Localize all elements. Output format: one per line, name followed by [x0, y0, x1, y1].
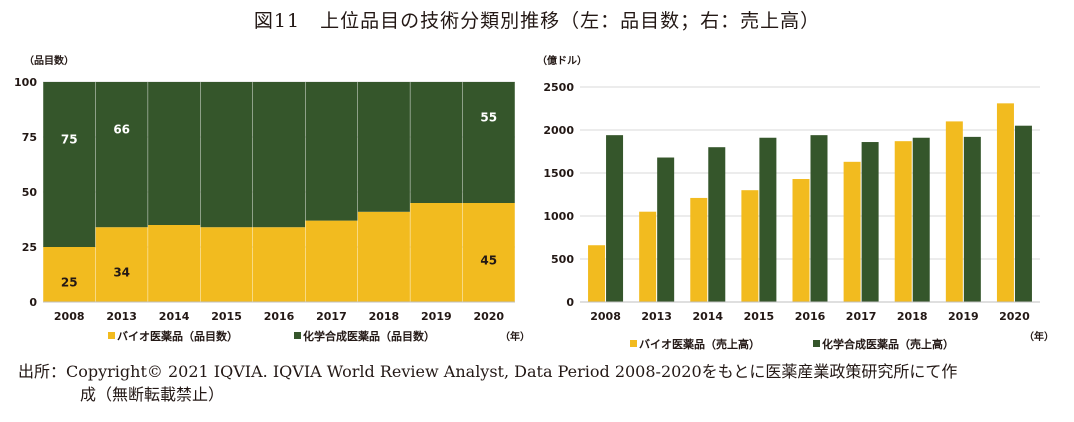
chart1-bar-bio-2017	[305, 220, 358, 302]
chart2-y-tick-label: 2500	[543, 81, 574, 94]
chart2-y-tick-label: 0	[566, 296, 574, 309]
chart2-x-tick-label: 2019	[948, 310, 979, 323]
chart2-legend-label-bio: バイオ医薬品（売上高）	[639, 337, 760, 351]
chart2-bar-bio-2013	[639, 211, 657, 302]
source-note: 出所：Copyright© 2021 IQVIA. IQVIA World Re…	[18, 360, 1058, 406]
chart1-bar-chem-2014	[148, 82, 201, 225]
chart1-y-tick-label: 25	[22, 241, 37, 254]
chart1-bar-bio-2014	[148, 225, 201, 302]
chart1-bar-bio-2008	[43, 247, 96, 302]
chart2-x-tick-label: 2018	[897, 310, 928, 323]
source-line-2: 成（無断転載禁止）	[80, 385, 225, 404]
chart1-bar-bio-2015	[200, 227, 253, 302]
chart2-x-tick-label: 2016	[795, 310, 826, 323]
chart2-legend-swatch-chem	[813, 340, 820, 347]
chart2-x-tick-label: 2020	[999, 310, 1030, 323]
chart1-x-tick-label: 2017	[316, 310, 347, 323]
chart1-x-tick-label: 2015	[211, 310, 242, 323]
chart2-bar-bio-2015	[741, 190, 759, 302]
chart1-legend-label-chem: 化学合成医薬品（品目数）	[303, 329, 435, 343]
chart2-bar-bio-2018	[894, 141, 912, 302]
chart1-x-tick-label: 2014	[159, 310, 190, 323]
chart2-bar-bio-2014	[690, 197, 708, 302]
chart1-y-tick-label: 0	[29, 296, 37, 309]
chart2-x-tick-label: 2008	[590, 310, 621, 323]
chart1-bar-chem-2020	[462, 82, 515, 203]
chart1-data-label-bio-2020: 45	[480, 254, 497, 268]
chart1-bar-chem-2016	[253, 82, 305, 228]
chart1-bar-bio-2016	[253, 227, 305, 302]
chart1-bar-chem-2008	[43, 82, 96, 247]
chart1-unit-label: （品目数）	[24, 54, 74, 67]
chart1-data-label-bio-2008: 25	[61, 276, 78, 290]
chart1-legend-label-bio: バイオ医薬品（品目数）	[117, 329, 238, 343]
chart1-x-tick-label: 2016	[264, 310, 295, 323]
chart2-y-tick-label: 2000	[543, 124, 574, 137]
chart1-y-tick-label: 100	[14, 76, 37, 89]
chart1-x-tick-label: 2013	[106, 310, 137, 323]
chart2-y-tick-label: 500	[551, 253, 574, 266]
chart2-x-tick-label: 2015	[744, 310, 775, 323]
chart1-data-label-chem-2013: 66	[113, 123, 130, 137]
chart2-unit-label: （億ドル）	[537, 54, 587, 67]
chart1-data-label-chem-2008: 75	[61, 133, 78, 147]
chart1-x-axis-title: （年）	[500, 330, 530, 343]
chart1-bar-bio-2018	[357, 211, 410, 302]
chart1-bar-chem-2018	[357, 82, 410, 212]
chart2-x-tick-label: 2014	[692, 310, 723, 323]
chart2-bar-chem-2016	[810, 135, 828, 302]
chart2-bar-chem-2020	[1014, 125, 1032, 302]
chart2-bar-chem-2015	[759, 137, 777, 302]
chart2-bar-chem-2019	[963, 136, 981, 302]
chart2-bar-chem-2017	[861, 142, 879, 302]
chart1-x-tick-label: 2020	[473, 310, 504, 323]
chart1-bar-chem-2019	[410, 82, 463, 203]
source-line-1: 出所：Copyright© 2021 IQVIA. IQVIA World Re…	[18, 362, 958, 381]
chart1-x-tick-label: 2018	[369, 310, 400, 323]
chart2-x-tick-label: 2013	[641, 310, 672, 323]
chart2-legend-swatch-bio	[630, 340, 637, 347]
chart1-bar-chem-2017	[305, 82, 358, 221]
chart2-bar-chem-2018	[912, 137, 930, 302]
chart1-x-tick-label: 2019	[421, 310, 452, 323]
chart2-bar-bio-2008	[588, 245, 606, 302]
chart2-bar-chem-2008	[606, 135, 624, 302]
chart1-bar-bio-2019	[410, 203, 463, 302]
chart2-y-tick-label: 1500	[543, 167, 574, 180]
chart2-bar-chem-2014	[708, 147, 726, 302]
chart2-bar-bio-2019	[945, 121, 963, 303]
chart1-legend-swatch-bio	[108, 332, 115, 339]
chart1-y-tick-label: 75	[22, 131, 37, 144]
chart2-bar-chem-2013	[657, 157, 675, 302]
chart1-data-label-bio-2013: 34	[113, 266, 130, 280]
chart1-bar-bio-2020	[462, 203, 515, 302]
charts-canvas: 0 25 50 75 100 （品目数） 2008 2013 2014 2015 2016 2017 2…	[14, 54, 1054, 351]
chart2-x-tick-label: 2017	[846, 310, 877, 323]
chart1-y-tick-label: 50	[22, 186, 38, 199]
chart2-legend-label-chem: 化学合成医薬品（売上高）	[822, 337, 954, 351]
chart1-bar-bio-2013	[95, 227, 148, 302]
chart1-x-tick-label: 2008	[54, 310, 85, 323]
chart1-data-label-chem-2020: 55	[480, 111, 497, 125]
chart2-x-axis-title: （年）	[1024, 330, 1054, 343]
figure-title: 図11 上位品目の技術分類別推移（左：品目数；右：売上高）	[253, 10, 821, 32]
chart1-bar-chem-2015	[200, 82, 253, 228]
chart1-bar-chem-2013	[95, 82, 148, 228]
chart2-bar-bio-2017	[843, 161, 861, 302]
chart2-y-tick-label: 1000	[543, 210, 574, 223]
chart2-bar-bio-2016	[792, 179, 810, 302]
chart1-legend-swatch-chem	[294, 332, 301, 339]
chart2-bar-bio-2020	[996, 103, 1014, 302]
